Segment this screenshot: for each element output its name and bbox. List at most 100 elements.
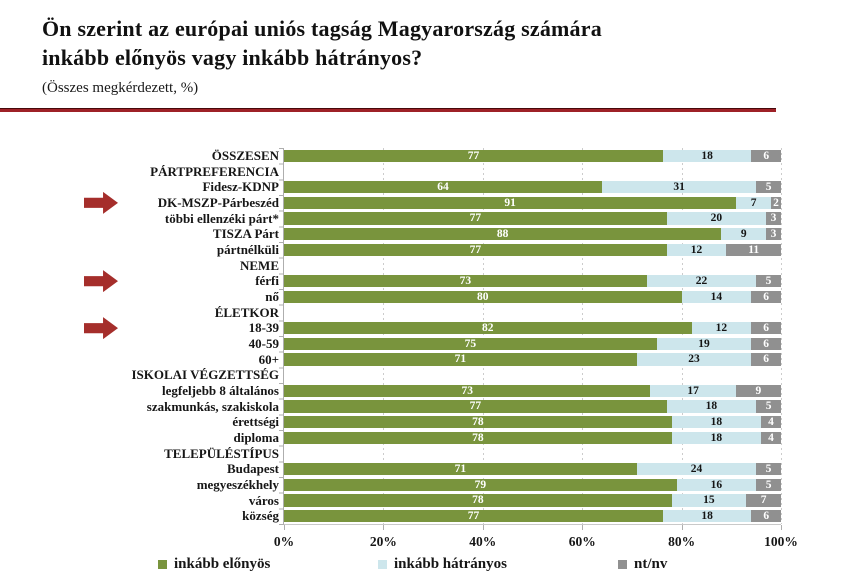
value-label: 17 xyxy=(687,384,699,397)
bar-row: 77 18 6 xyxy=(284,149,781,163)
bar-row: 80 14 6 xyxy=(284,290,781,304)
x-axis-tick xyxy=(582,525,584,530)
page-title-line2: inkább előnyös vagy inkább hátrányos? xyxy=(42,45,423,70)
category-axis-labels: ÖSSZESEN PÁRTPREFERENCIA Fidesz-KDNP DK-MSZ… xyxy=(56,148,279,524)
bar-row: 75 19 6 xyxy=(284,337,781,351)
bar-segment-ntnv: 6 xyxy=(751,290,781,304)
bar-segment-elonyos: 79 xyxy=(284,478,677,492)
value-label: 77 xyxy=(467,510,480,523)
x-axis-line xyxy=(284,524,781,525)
x-axis-tick-label: 100% xyxy=(764,534,798,549)
bar-segment-ntnv: 7 xyxy=(746,494,781,507)
bar-segment-elonyos: 78 xyxy=(284,494,672,507)
bar-segment-hatranyos: 18 xyxy=(662,149,752,163)
category-label: pártnélküli xyxy=(216,242,279,257)
category-axis-ticks xyxy=(279,148,284,525)
value-label: 73 xyxy=(459,275,472,288)
value-label: 3 xyxy=(770,212,777,225)
x-axis-tick xyxy=(284,525,285,530)
bar-segment-ntnv: 6 xyxy=(751,321,781,335)
bar-segment-elonyos: 88 xyxy=(284,227,722,241)
bar-segment-ntnv: 6 xyxy=(751,509,781,523)
page-title: Ön szerint az európai uniós tagság Magya… xyxy=(42,14,602,72)
category-label: 40-59 xyxy=(248,336,279,351)
bar-segment-ntnv: 3 xyxy=(766,212,781,225)
value-label: 6 xyxy=(763,322,769,335)
gridline xyxy=(582,148,584,524)
category-label: megyeszékhely xyxy=(196,477,279,492)
page-subtitle: (Összes megkérdezett, %) xyxy=(42,80,199,96)
bar-row: 91 7 2 xyxy=(284,196,781,210)
legend-label: inkább hátrányos xyxy=(394,556,507,572)
bar-segment-elonyos: 77 xyxy=(284,212,667,225)
bar-segment-elonyos: 73 xyxy=(284,384,651,398)
value-label: 82 xyxy=(482,322,494,335)
value-label: 64 xyxy=(437,181,449,194)
value-label: 7 xyxy=(750,196,757,209)
bar-segment-elonyos: 77 xyxy=(284,509,663,523)
value-label: 7 xyxy=(760,494,767,507)
bar-segment-hatranyos: 18 xyxy=(671,415,762,429)
category-label: 60+ xyxy=(258,351,279,367)
value-label: 77 xyxy=(469,400,482,413)
gridline xyxy=(383,148,385,524)
bar-segment-elonyos: 64 xyxy=(284,180,603,194)
bar-segment-ntnv: 6 xyxy=(751,353,781,366)
bar-segment-hatranyos: 19 xyxy=(656,337,752,351)
bar-segment-elonyos: 71 xyxy=(284,462,637,476)
category-group-header: TELEPÜLÉSTÍPUS xyxy=(164,445,279,461)
category-label: ÖSSZESEN xyxy=(211,148,279,163)
value-label: 80 xyxy=(477,290,489,303)
value-label: 9 xyxy=(740,228,747,241)
x-axis-tick xyxy=(681,525,683,530)
x-axis-tick-label: 40% xyxy=(469,534,497,549)
category-label: többi ellenzéki párt* xyxy=(164,210,279,226)
bar-segment-elonyos: 78 xyxy=(284,415,672,429)
x-axis-tick-label: 0% xyxy=(273,534,295,549)
category-group-header: NEME xyxy=(240,257,279,273)
bar-segment-ntnv: 9 xyxy=(735,384,781,398)
value-label: 6 xyxy=(763,337,769,350)
bar-segment-hatranyos: 9 xyxy=(721,227,767,241)
gridline xyxy=(482,148,484,524)
bar-row: 82 12 6 xyxy=(284,321,781,335)
bar-segment-ntnv: 5 xyxy=(756,400,781,413)
value-label: 19 xyxy=(698,337,710,350)
bar-row: 78 18 4 xyxy=(284,431,781,445)
x-axis-tick-label: 80% xyxy=(668,534,696,549)
value-label: 2 xyxy=(773,196,779,209)
bar-segment-hatranyos: 18 xyxy=(666,400,757,413)
value-label: 5 xyxy=(765,275,772,288)
bar-segment-elonyos: 77 xyxy=(284,400,667,413)
value-label: 5 xyxy=(765,181,772,194)
bar-row: 78 15 7 xyxy=(284,494,781,507)
value-label: 78 xyxy=(472,494,484,507)
value-label: 79 xyxy=(474,478,487,491)
value-label: 77 xyxy=(467,149,480,162)
value-label: 18 xyxy=(701,510,713,523)
bar-segment-hatranyos: 18 xyxy=(662,509,752,523)
value-label: 15 xyxy=(703,494,715,507)
value-label: 75 xyxy=(464,337,477,350)
legend-label: nt/nv xyxy=(634,556,668,572)
bar-segment-elonyos: 73 xyxy=(284,274,647,288)
legend-swatch-lightblue xyxy=(378,560,387,569)
category-label: nő xyxy=(265,289,279,304)
bar-segment-elonyos: 82 xyxy=(284,321,692,335)
gridline xyxy=(681,148,683,524)
category-label: 18-39 xyxy=(248,320,279,336)
category-label: szakmunkás, szakiskola xyxy=(146,398,279,414)
legend-swatch-green xyxy=(158,560,167,569)
category-label: diploma xyxy=(233,430,279,445)
value-label: 12 xyxy=(690,243,703,256)
category-group-header: ÉLETKOR xyxy=(214,304,279,320)
value-label: 5 xyxy=(765,463,772,476)
bar-segment-hatranyos: 12 xyxy=(666,243,727,257)
x-axis-tick xyxy=(781,525,782,530)
value-label: 3 xyxy=(770,228,777,241)
category-group-header: ISKOLAI VÉGZETTSÉG xyxy=(131,367,279,383)
bar-segment-hatranyos: 14 xyxy=(681,290,752,304)
bar-segment-hatranyos: 7 xyxy=(736,196,772,210)
bar-row: 78 18 4 xyxy=(284,415,781,429)
